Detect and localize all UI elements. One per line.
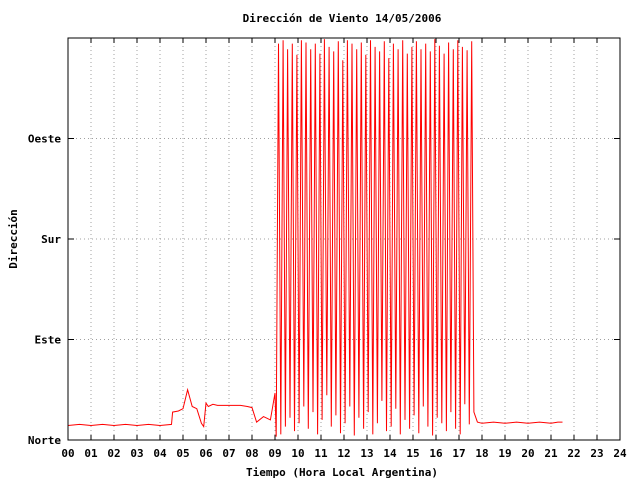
series-layer bbox=[68, 39, 563, 437]
x-tick-label: 19 bbox=[498, 447, 511, 460]
x-tick-label: 06 bbox=[199, 447, 213, 460]
x-tick-label: 20 bbox=[521, 447, 534, 460]
grid-layer bbox=[68, 38, 620, 440]
x-tick-label: 01 bbox=[84, 447, 98, 460]
y-tick-label: Este bbox=[35, 334, 62, 347]
x-tick-label: 13 bbox=[360, 447, 373, 460]
x-tick-label: 15 bbox=[406, 447, 419, 460]
x-tick-label: 21 bbox=[544, 447, 558, 460]
x-tick-label: 22 bbox=[567, 447, 580, 460]
x-tick-label: 17 bbox=[452, 447, 465, 460]
tick-layer: 00 01 02 03 04 05 06 07 08 09 10 11 12 13 14 15 16 17 18 19… bbox=[28, 38, 627, 460]
x-tick-label: 14 bbox=[383, 447, 397, 460]
x-tick-label: 03 bbox=[130, 447, 143, 460]
y-tick-label: Sur bbox=[41, 233, 61, 246]
x-tick-label: 08 bbox=[245, 447, 258, 460]
x-tick-label: 16 bbox=[429, 447, 443, 460]
x-tick-label: 11 bbox=[314, 447, 328, 460]
chart-title: Dirección de Viento 14/05/2006 bbox=[243, 12, 442, 25]
x-tick-label: 18 bbox=[475, 447, 488, 460]
y-tick-label: Norte bbox=[28, 434, 61, 447]
x-axis-label: Tiempo (Hora Local Argentina) bbox=[246, 466, 438, 479]
y-tick-label: Oeste bbox=[28, 133, 61, 146]
x-tick-label: 05 bbox=[176, 447, 189, 460]
x-tick-label: 10 bbox=[291, 447, 304, 460]
series-line-0 bbox=[68, 39, 563, 437]
x-tick-label: 02 bbox=[107, 447, 120, 460]
x-tick-label: 00 bbox=[61, 447, 74, 460]
x-tick-label: 24 bbox=[613, 447, 627, 460]
x-tick-label: 09 bbox=[268, 447, 281, 460]
x-tick-label: 23 bbox=[590, 447, 603, 460]
x-tick-label: 04 bbox=[153, 447, 167, 460]
x-tick-label: 12 bbox=[337, 447, 350, 460]
y-axis-label: Dirección bbox=[7, 209, 20, 269]
x-tick-label: 07 bbox=[222, 447, 235, 460]
